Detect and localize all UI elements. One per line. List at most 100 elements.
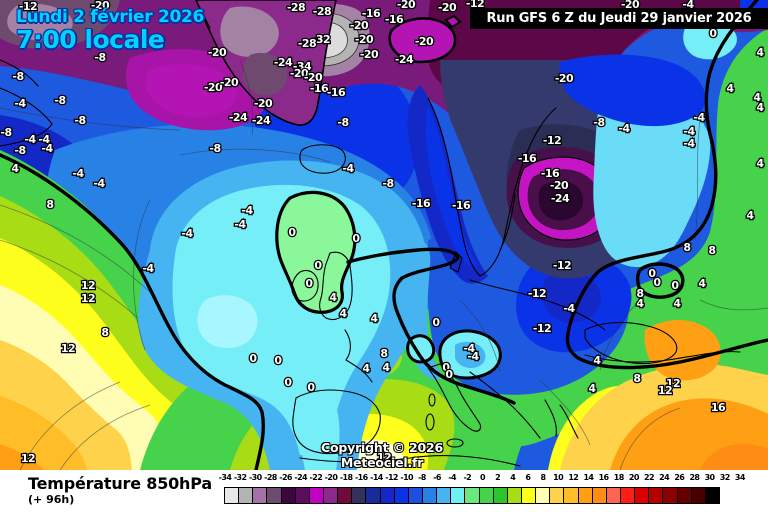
- region-sw-orange: [0, 396, 87, 470]
- scale-cell: [393, 487, 409, 504]
- temp-label: -16: [362, 7, 381, 20]
- temp-label: -12: [19, 0, 37, 13]
- scale-cell: [224, 487, 240, 504]
- scale-tick: -10: [400, 473, 414, 482]
- region-ne-cyan-strip: [683, 21, 737, 60]
- scale-cell: [266, 487, 282, 504]
- temp-label: 4: [11, 162, 19, 175]
- temp-label: 0: [432, 316, 440, 329]
- scale-tick: -20: [324, 473, 338, 482]
- temp-label: -8: [382, 177, 393, 190]
- temp-label: 0: [249, 352, 257, 365]
- temp-label: -8: [12, 70, 23, 83]
- temp-label: -20: [355, 33, 374, 46]
- scale-tick: -6: [433, 473, 441, 482]
- scale-tick: -4: [448, 473, 456, 482]
- scale-tick: -8: [418, 473, 426, 482]
- temp-label: -8: [0, 126, 11, 139]
- temp-label: 0: [314, 259, 322, 272]
- scale-tick: 4: [510, 473, 516, 482]
- legend-title: Température 850hPa: [28, 474, 212, 493]
- temp-label: 12: [377, 451, 391, 464]
- scale-tick: 24: [659, 473, 670, 482]
- temp-label: 8: [101, 326, 108, 339]
- temp-label: -8: [54, 94, 65, 107]
- scale-tick: 34: [734, 473, 746, 482]
- temp-label: 4: [588, 382, 596, 395]
- temp-label: -4: [463, 342, 475, 355]
- temp-label: -16: [412, 197, 431, 210]
- temp-label: 0: [445, 368, 453, 381]
- temp-label: 4: [756, 46, 764, 59]
- temp-label: -4: [93, 177, 105, 190]
- temp-label: 8: [708, 244, 715, 257]
- region-magenta-core: [145, 64, 236, 118]
- temp-label: -4: [342, 162, 354, 175]
- region-norway-deep: [425, 105, 478, 267]
- temp-label: -12: [543, 134, 561, 147]
- scale-tick: 14: [583, 473, 594, 482]
- scale-tick: -28: [264, 473, 277, 482]
- run-info-bar: Run GFS 6 Z du Jeudi 29 janvier 2026: [470, 8, 768, 29]
- temp-label: 8: [636, 287, 643, 300]
- temp-label: -12: [533, 322, 551, 335]
- temp-label: 8: [683, 241, 690, 254]
- temp-label: 4: [329, 291, 337, 304]
- temp-label: -8: [337, 116, 348, 129]
- temp-label: -12: [466, 0, 484, 10]
- temp-label: -4: [683, 137, 695, 150]
- zero-isotherm-lines: [0, 0, 768, 470]
- scale-tick: 0: [479, 473, 486, 482]
- scale-cell: [238, 487, 254, 504]
- region-alps-pocket-core: [455, 341, 486, 368]
- scale-cell: [690, 487, 706, 504]
- temp-label: 4: [673, 297, 681, 310]
- temp-label: -4: [14, 97, 26, 110]
- scale-tick: -26: [279, 473, 292, 482]
- scale-cell: [478, 487, 494, 504]
- temp-label: 4: [753, 91, 761, 104]
- scale-tick: 18: [613, 473, 625, 482]
- scale-tick: 6: [525, 473, 531, 482]
- region-genoa-pocket: [406, 334, 436, 364]
- region-cyan-light-patch: [197, 295, 258, 349]
- temp-label: -8: [74, 114, 85, 127]
- region-portugal-cyan-tongue: [298, 390, 340, 470]
- scale-tick: 20: [628, 473, 640, 482]
- scale-cell: [379, 487, 395, 504]
- temp-label: -20: [290, 67, 309, 80]
- temp-label: 12: [81, 292, 95, 305]
- temp-label: 4: [726, 82, 734, 95]
- scale-cell: [252, 487, 268, 504]
- temp-label: 4: [370, 312, 378, 325]
- weather-map: -12 -20 -20 -20 -12 -20 -4 0 -28 -28 -16 -16 -20 -20-…: [0, 0, 768, 470]
- region-nw-mauve: [7, 3, 73, 41]
- temp-label: -20: [397, 0, 416, 11]
- temp-label: 0: [648, 267, 656, 280]
- temp-label: -4: [181, 227, 193, 240]
- temp-label: -20: [208, 46, 227, 59]
- coastlines: [0, 0, 741, 467]
- temp-label: -16: [541, 167, 560, 180]
- temp-label: 4: [593, 354, 601, 367]
- zero-line-east: [565, 0, 768, 370]
- scale-tick: 26: [674, 473, 685, 482]
- region-sw-deeporange: [0, 444, 44, 470]
- temperature-labels: -12 -20 -20 -20 -12 -20 -40-28 -28 -16 -16-20-20-…: [0, 0, 766, 466]
- temp-label: -16: [452, 199, 471, 212]
- scale-tick: 32: [719, 473, 731, 482]
- temp-label: -20: [555, 72, 574, 85]
- zero-line-sw-atlantic: [0, 153, 266, 470]
- scale-cell: [492, 487, 508, 504]
- temp-label: 12: [21, 452, 35, 465]
- region-barents-blue: [559, 54, 706, 127]
- temp-label: -8: [593, 116, 604, 129]
- temp-label: -16: [385, 13, 404, 26]
- scale-cell: [351, 487, 367, 504]
- temp-label: 0: [653, 276, 661, 289]
- scale-cell: [436, 487, 452, 504]
- temperature-scale: -34 -32 -30 -28 -26 -24 -22 -20 -18 -16 -14 -12 -10-…: [219, 470, 762, 512]
- scale-tick: 12: [568, 473, 579, 482]
- temp-label: 4: [362, 362, 370, 375]
